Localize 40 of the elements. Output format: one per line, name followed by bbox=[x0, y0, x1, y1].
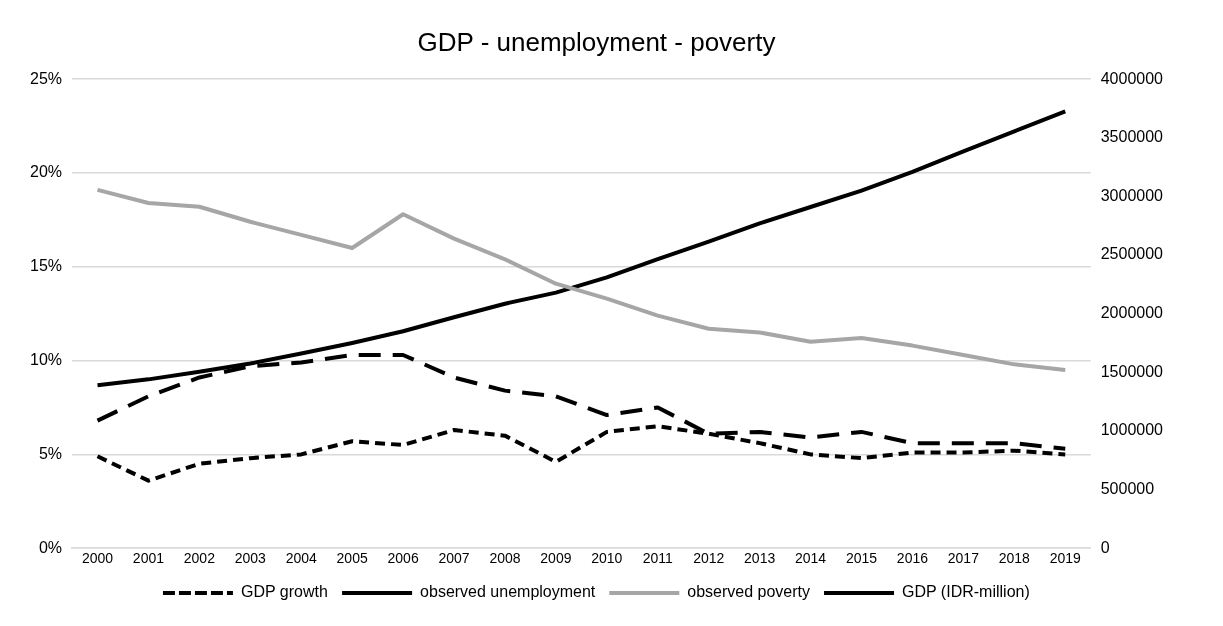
legend-label: GDP (IDR-million) bbox=[902, 583, 1030, 601]
y2-tick-label: 3500000 bbox=[1100, 128, 1164, 146]
x-tick-label: 2019 bbox=[1049, 550, 1082, 567]
y-tick-label: 20% bbox=[29, 163, 63, 181]
y-tick-label: 25% bbox=[29, 69, 63, 87]
x-tick-label: 2007 bbox=[438, 550, 470, 567]
y2-tick-label: 2500000 bbox=[1100, 245, 1164, 263]
x-tick-label: 2013 bbox=[744, 550, 776, 567]
chart-title: GDP - unemployment - poverty bbox=[417, 26, 776, 57]
y2-tick-label: 1000000 bbox=[1100, 421, 1164, 439]
y2-tick-label: 2000000 bbox=[1100, 304, 1164, 322]
y2-tick-label: 3000000 bbox=[1100, 186, 1164, 204]
x-tick-label: 2000 bbox=[81, 550, 114, 567]
x-tick-label: 2010 bbox=[591, 550, 623, 567]
x-tick-label: 2011 bbox=[642, 550, 674, 567]
x-tick-label: 2017 bbox=[947, 550, 980, 567]
y2-tick-label: 1500000 bbox=[1100, 362, 1164, 380]
x-tick-label: 2004 bbox=[285, 550, 318, 567]
legend-label: GDP growth bbox=[240, 583, 328, 601]
legend-label: observed poverty bbox=[687, 583, 811, 601]
y-tick-label: 0% bbox=[38, 538, 63, 556]
y2-tick-label: 0 bbox=[1100, 538, 1110, 556]
x-tick-label: 2009 bbox=[540, 550, 572, 567]
x-tick-label: 2008 bbox=[489, 550, 521, 567]
x-tick-label: 2018 bbox=[998, 550, 1031, 567]
x-tick-label: 2002 bbox=[183, 550, 216, 567]
y2-tick-label: 4000000 bbox=[1100, 69, 1164, 87]
x-tick-label: 2006 bbox=[387, 550, 419, 567]
x-tick-label: 2003 bbox=[234, 550, 267, 567]
x-tick-label: 2012 bbox=[693, 550, 725, 567]
y-tick-label: 5% bbox=[38, 444, 63, 462]
y-tick-label: 10% bbox=[29, 351, 63, 369]
legend-label: observed unemployment bbox=[420, 583, 596, 601]
y-tick-label: 15% bbox=[29, 257, 63, 275]
y2-tick-label: 500000 bbox=[1100, 479, 1155, 497]
x-tick-label: 2015 bbox=[845, 550, 878, 567]
x-tick-label: 2014 bbox=[794, 550, 827, 567]
x-tick-label: 2001 bbox=[132, 550, 165, 567]
x-tick-label: 2005 bbox=[336, 550, 368, 567]
x-tick-label: 2016 bbox=[896, 550, 929, 567]
